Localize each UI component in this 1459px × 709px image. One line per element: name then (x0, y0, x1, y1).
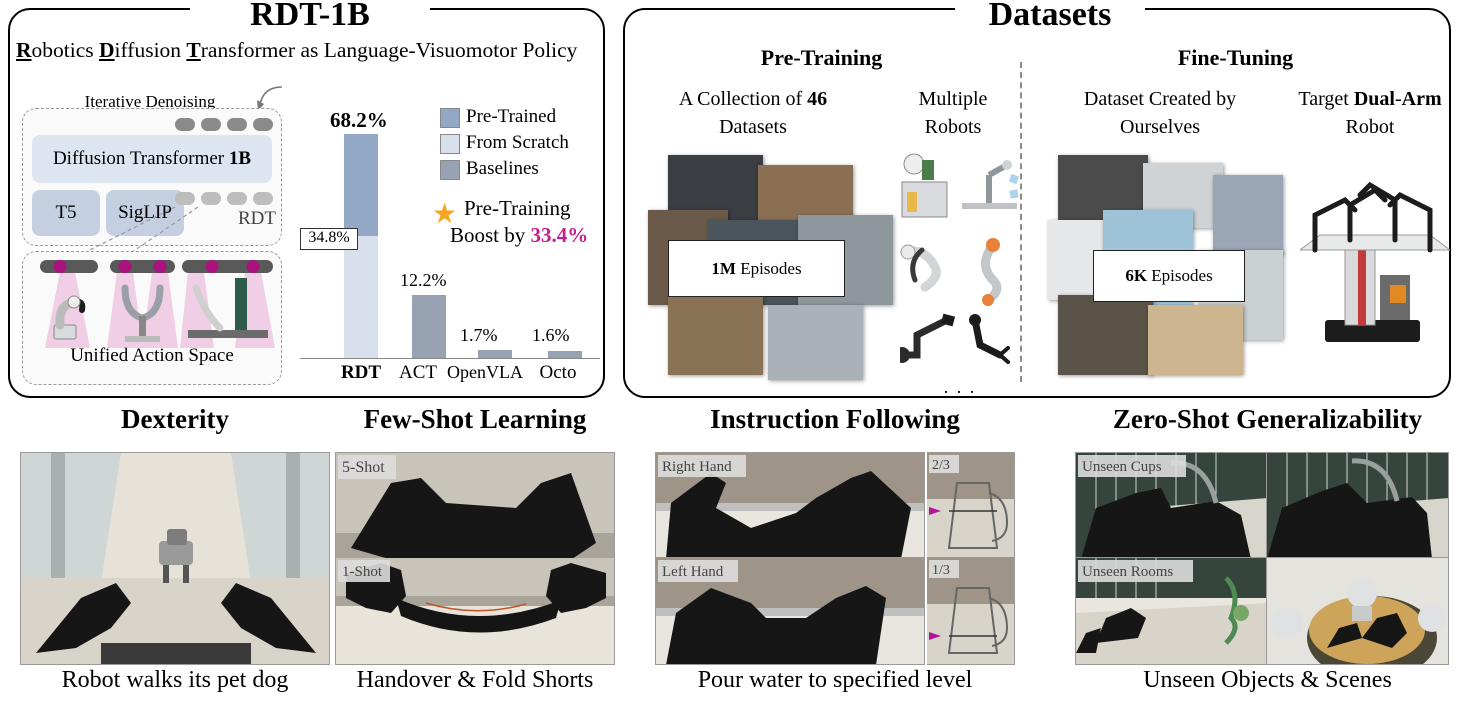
svg-text:2/3: 2/3 (932, 458, 950, 473)
svg-text:5-Shot: 5-Shot (342, 459, 385, 476)
svg-text:Right Hand: Right Hand (662, 459, 732, 475)
svg-text:1-Shot: 1-Shot (342, 564, 383, 580)
svg-text:Left Hand: Left Hand (662, 564, 724, 580)
svg-text:Unseen Cups: Unseen Cups (1082, 459, 1162, 475)
svg-text:Unseen Rooms: Unseen Rooms (1082, 564, 1173, 580)
svg-text:1/3: 1/3 (932, 563, 950, 578)
